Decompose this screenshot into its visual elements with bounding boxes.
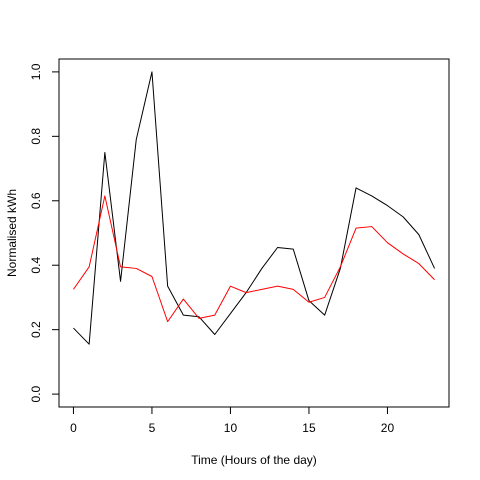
y-tick-label: 0.4 bbox=[29, 257, 43, 274]
x-axis: 0 5 10 15 20 bbox=[70, 406, 395, 435]
y-axis: 0.0 0.2 0.4 0.6 0.8 1.0 bbox=[29, 63, 60, 402]
y-tick-label: 0.8 bbox=[29, 128, 43, 145]
x-tick-label: 15 bbox=[302, 421, 316, 435]
x-tick-label: 20 bbox=[381, 421, 395, 435]
series-line-2 bbox=[73, 195, 435, 323]
x-tick-label: 5 bbox=[149, 421, 156, 435]
y-axis-title: Normalised kWh bbox=[5, 189, 19, 277]
y-tick-label: 0.0 bbox=[29, 385, 43, 402]
series-line-1 bbox=[73, 71, 436, 345]
x-tick-label: 0 bbox=[70, 421, 77, 435]
y-tick-label: 1.0 bbox=[29, 63, 43, 80]
y-tick-label: 0.2 bbox=[29, 321, 43, 338]
x-tick-label: 10 bbox=[224, 421, 238, 435]
y-tick-label: 0.6 bbox=[29, 192, 43, 209]
x-axis-title: Time (Hours of the day) bbox=[191, 453, 317, 467]
series-layer bbox=[73, 71, 436, 345]
